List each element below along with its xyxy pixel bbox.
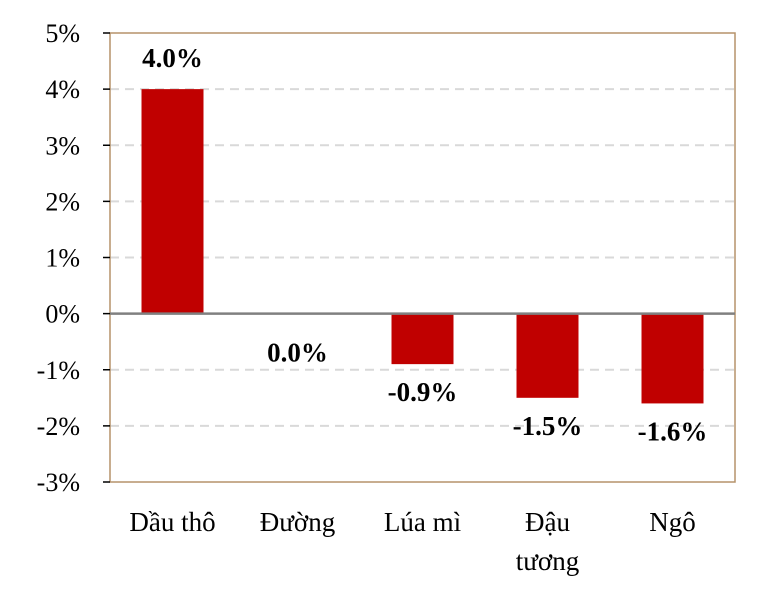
bar [391,313,454,365]
category-labels: Dầu thô Đường Lúa mì Đậu tương Ngô [129,507,695,576]
y-tick-label: -3% [37,468,80,497]
data-label: 0.0% [267,338,328,368]
category-label: Đậu [525,507,570,537]
y-tick-label: 0% [45,300,80,329]
data-label: -1.5% [513,411,583,441]
category-label: tương [516,546,579,576]
y-tick-label: 3% [45,131,80,160]
category-label: Ngô [649,507,696,537]
y-tick-labels: 5% 4% 3% 2% 1% 0% -1% -2% -3% [37,19,80,497]
axes [103,32,736,483]
bar [516,313,579,398]
category-label: Dầu thô [129,507,215,537]
data-labels: 4.0% 0.0% -0.9% -1.5% -1.6% [142,43,707,446]
y-tick-label: -1% [37,356,80,385]
data-label: -0.9% [388,377,458,407]
bars [141,89,704,404]
y-tick-label: 2% [45,187,80,216]
y-tick-label: 5% [45,19,80,48]
y-tick-label: 1% [45,244,80,273]
y-tick-label: 4% [45,75,80,104]
gridlines [110,88,735,427]
category-label: Đường [260,507,335,537]
bar [141,89,204,314]
data-label: 4.0% [142,43,203,73]
bar [641,313,704,404]
category-label: Lúa mì [384,507,461,537]
y-tick-label: -2% [37,412,80,441]
data-label: -1.6% [638,416,708,446]
